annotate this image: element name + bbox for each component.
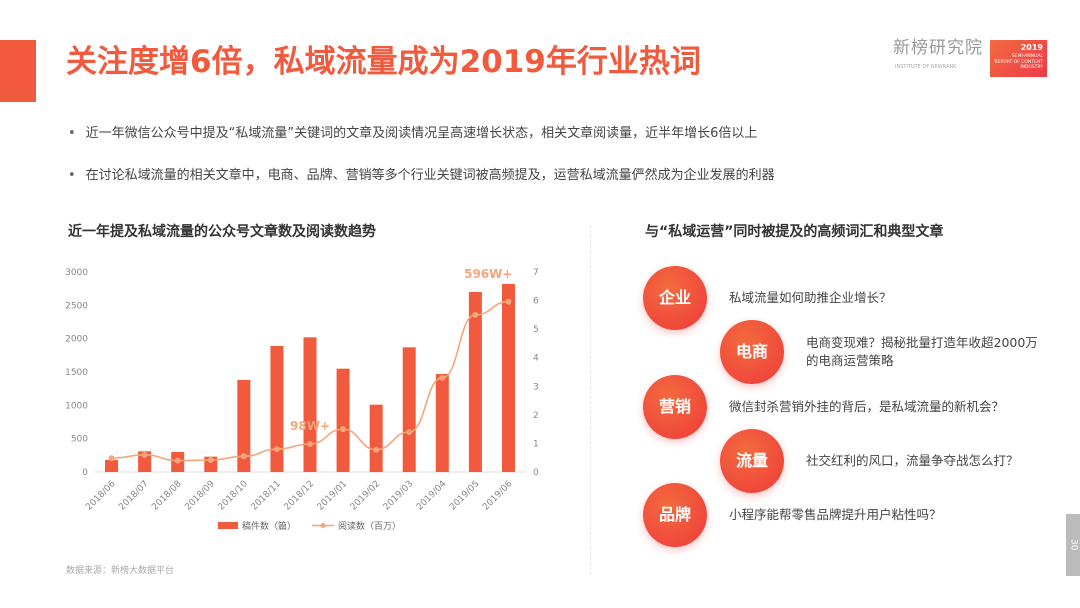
keyword-word: 品牌 — [658, 505, 691, 525]
bar — [501, 284, 515, 472]
report-badge: 2019 SEMI-ANNUAL REPORT OF CONTENT INDUST… — [990, 40, 1047, 77]
legend-line-label: 阅读数（百万） — [338, 520, 401, 532]
keyword-bubble-4: 品牌 — [643, 483, 707, 547]
x-tick: 2018/08 — [150, 479, 184, 513]
page-title: 关注度增6倍，私域流量成为2019年行业热词 — [66, 44, 701, 80]
keyword-word: 电商 — [735, 342, 768, 362]
legend-bar-label: 稿件数（篇） — [242, 520, 296, 532]
reads-point — [273, 446, 280, 453]
reads-point — [505, 298, 512, 305]
x-tick: 2018/07 — [117, 479, 151, 513]
bar — [138, 451, 152, 472]
x-tick: 2019/04 — [415, 479, 449, 513]
bar — [369, 404, 383, 472]
x-tick: 2019/05 — [448, 479, 482, 513]
reads-point — [307, 441, 313, 447]
bar — [270, 346, 284, 472]
bar — [336, 368, 350, 472]
reads-point — [141, 451, 148, 458]
y-right-tick: 4 — [533, 354, 539, 364]
y-left-tick: 2500 — [65, 301, 88, 311]
keyword-word: 流量 — [735, 451, 768, 471]
y-left-tick: 1000 — [65, 401, 88, 411]
keyword-bubble-0: 企业 — [643, 266, 707, 330]
chart-title: 近一年提及私域流量的公众号文章数及阅读数趋势 — [68, 224, 376, 240]
y-right-tick: 2 — [533, 411, 539, 421]
x-tick: 2018/12 — [283, 479, 317, 513]
reads-point — [472, 311, 479, 318]
bar — [303, 337, 317, 472]
title-accent-bar — [0, 40, 36, 102]
x-tick: 2018/10 — [216, 479, 250, 513]
article-title: 小程序能帮零售品牌提升用户粘性吗？ — [729, 507, 942, 522]
y-left-tick: 1500 — [65, 368, 88, 378]
reads-point — [174, 457, 181, 464]
legend: 稿件数（篇） 阅读数（百万） — [218, 520, 401, 532]
bar — [468, 292, 482, 472]
y-left-tick: 0 — [82, 468, 88, 478]
keywords-title: 与“私域运营”同时被提及的高频词汇和典型文章 — [645, 224, 944, 240]
bullet-2: 在讨论私域流量的相关文章中，电商、品牌、营销等多个行业关键词被高频提及，运营私域… — [68, 168, 775, 184]
keyword-word: 企业 — [658, 288, 691, 308]
keyword-bubble-2: 营销 — [643, 375, 707, 439]
badge-year: 2019 — [1020, 43, 1043, 52]
reads-point — [108, 455, 115, 462]
x-tick: 2019/06 — [481, 479, 515, 513]
y-left-tick: 3000 — [65, 268, 88, 278]
y-right-tick: 6 — [533, 297, 539, 307]
legend-line-marker — [320, 523, 326, 528]
page-number: 30 — [1066, 514, 1080, 576]
y-left-tick: 500 — [71, 435, 88, 445]
badge-text: SEMI-ANNUAL REPORT OF CONTENT INDUSTRY — [994, 54, 1043, 70]
y-right-tick: 7 — [533, 268, 539, 278]
bar — [237, 380, 251, 472]
bar — [402, 347, 416, 472]
keyword-bubble-3: 流量 — [720, 429, 784, 493]
y-right-tick: 0 — [533, 468, 539, 478]
reads-point — [406, 429, 413, 435]
article-title: 电商变现难？揭秘批量打造年收超2000万的电商运营策略 — [806, 335, 1038, 368]
reads-point — [439, 374, 446, 381]
x-tick: 2019/01 — [316, 479, 350, 513]
data-annotation: 596W+ — [464, 267, 512, 281]
reads-point — [340, 426, 347, 433]
legend-bar-swatch — [218, 522, 238, 529]
bar — [105, 460, 119, 472]
reads-point — [373, 446, 380, 453]
reads-point — [207, 457, 214, 463]
article-title: 私域流量如何助推企业增长？ — [729, 290, 892, 305]
bullet-1: 近一年微信公众号中提及“私域流量”关键词的文章及阅读情况呈高速增长状态，相关文章… — [68, 126, 758, 142]
data-annotation: 98W+ — [290, 419, 330, 433]
article-title: 微信封杀营销外挂的背后，是私域流量的新机会？ — [729, 399, 1005, 414]
y-right-tick: 5 — [533, 325, 539, 335]
logo-text: 新榜研究院 — [893, 38, 983, 58]
article-title: 社交红利的风口，流量争夺战怎么打？ — [806, 453, 1019, 468]
x-tick: 2019/02 — [349, 479, 383, 513]
x-tick: 2019/03 — [382, 479, 416, 513]
logo-subtext: INSTITUTE OF NEWRANK — [895, 64, 957, 70]
x-tick: 2018/09 — [183, 479, 217, 513]
divider — [590, 225, 591, 575]
y-right-tick: 3 — [533, 382, 539, 392]
reads-point — [240, 453, 247, 460]
bar — [435, 374, 449, 472]
keyword-word: 营销 — [658, 397, 691, 417]
y-right-tick: 1 — [533, 439, 539, 449]
y-left-tick: 2000 — [65, 335, 88, 345]
x-tick: 2018/06 — [84, 479, 118, 513]
data-source: 数据来源：新榜大数据平台 — [66, 566, 175, 576]
keyword-bubble-1: 电商 — [720, 320, 784, 384]
x-tick: 2018/11 — [250, 479, 284, 513]
